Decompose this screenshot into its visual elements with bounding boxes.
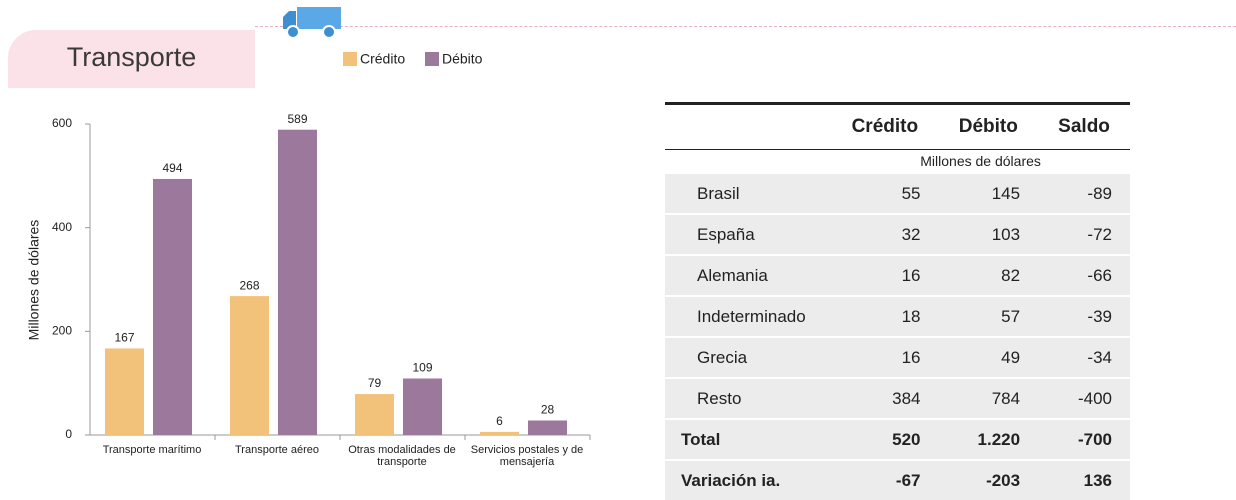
table-cell: Indeterminado	[665, 295, 832, 337]
table-cell: Brasil	[665, 172, 832, 214]
table-cell: 32	[831, 213, 939, 255]
bar	[403, 378, 442, 435]
column-header: Crédito	[831, 102, 939, 150]
value-label: 6	[496, 414, 503, 428]
table-cell: 82	[938, 254, 1039, 296]
value-label: 109	[412, 361, 432, 375]
table-cell: 784	[938, 377, 1039, 419]
table-cell: 57	[938, 295, 1039, 337]
bar	[480, 431, 519, 435]
table-cell: -89	[1038, 172, 1130, 214]
bar	[355, 394, 394, 435]
bar	[153, 178, 192, 435]
table-cell: España	[665, 213, 832, 255]
total-cell: -700	[1038, 418, 1130, 460]
truck-icon	[283, 7, 341, 39]
x-tick-label: Servicios postales y de mensajería	[470, 444, 584, 468]
y-tick-label: 200	[52, 324, 72, 338]
header-cell	[665, 149, 832, 173]
table-cell: -400	[1038, 377, 1130, 419]
table-cell: -34	[1038, 336, 1130, 378]
table-cell: 55	[831, 172, 939, 214]
table-cell: Resto	[665, 377, 832, 419]
total-row: Total 520 1.220 -700	[665, 418, 1130, 460]
total-cell: -203	[938, 459, 1039, 500]
table-cell: Alemania	[665, 254, 832, 296]
y-tick-label: 0	[65, 427, 72, 441]
total-cell: 136	[1038, 459, 1130, 500]
y-axis-label: Millones de dólares	[26, 220, 42, 341]
legend-swatch	[425, 52, 439, 66]
table-cell: Grecia	[665, 336, 832, 378]
data-table: Crédito Débito Saldo Millones de dólares Bra…	[665, 102, 1130, 500]
table-cell: 49	[938, 336, 1039, 378]
title: Transporte	[66, 42, 197, 72]
table-row: España 32 103 -72	[665, 213, 1130, 255]
table-row: Indeterminado 18 57 -39	[665, 295, 1130, 337]
bar	[230, 296, 269, 435]
total-cell: -67	[831, 459, 939, 500]
bar	[105, 348, 144, 435]
subheader: Millones de dólares	[831, 149, 1130, 173]
chart: Crédito Débito Millones de dólares 0 200 400 6…	[26, 51, 591, 441]
table-cell: -66	[1038, 254, 1130, 296]
bar	[528, 420, 567, 435]
x-tick-label: Transporte marítimo	[102, 444, 202, 456]
table-cell: 16	[831, 336, 939, 378]
title-tab: Transporte	[8, 30, 255, 88]
column-header: Saldo	[1038, 102, 1130, 150]
total-row: Variación ia. -67 -203 136	[665, 459, 1130, 500]
table-cell: 145	[938, 172, 1039, 214]
header-cell	[665, 102, 832, 150]
total-cell: 1.220	[938, 418, 1039, 460]
column-header: Débito	[938, 102, 1039, 150]
table-cell: 16	[831, 254, 939, 296]
header-row: Crédito Débito Saldo	[665, 102, 1130, 150]
table-cell: 384	[831, 377, 939, 419]
table-cell: -72	[1038, 213, 1130, 255]
divider	[255, 26, 1236, 27]
bar	[278, 129, 317, 435]
value-label: 589	[287, 112, 307, 126]
total-cell: Variación ia.	[665, 459, 832, 500]
table-cell: -39	[1038, 295, 1130, 337]
legend-label: Débito	[442, 51, 483, 67]
x-tick-label: Transporte aéreo	[235, 444, 319, 456]
legend-label: Crédito	[360, 51, 405, 67]
subheader-row: Millones de dólares	[665, 149, 1130, 173]
x-tick-label: Otras modalidades de transporte	[348, 444, 456, 468]
y-tick-label: 600	[52, 116, 72, 130]
table-row: Grecia 16 49 -34	[665, 336, 1130, 378]
value-label: 268	[239, 278, 259, 292]
table-cell: 18	[831, 295, 939, 337]
value-label: 167	[114, 331, 134, 345]
y-tick-label: 400	[52, 220, 72, 234]
table-row: Brasil 55 145 -89	[665, 172, 1130, 214]
table-row: Alemania 16 82 -66	[665, 254, 1130, 296]
table-cell: 103	[938, 213, 1039, 255]
value-label: 28	[541, 403, 555, 417]
legend-swatch	[343, 52, 357, 66]
value-label: 494	[162, 161, 182, 175]
page: {"header":{"title":"Transporte"}, "chart…	[8, 7, 1236, 500]
value-label: 79	[368, 376, 382, 390]
table-row: Resto 384 784 -400	[665, 377, 1130, 419]
total-cell: Total	[665, 418, 832, 460]
total-cell: 520	[831, 418, 939, 460]
